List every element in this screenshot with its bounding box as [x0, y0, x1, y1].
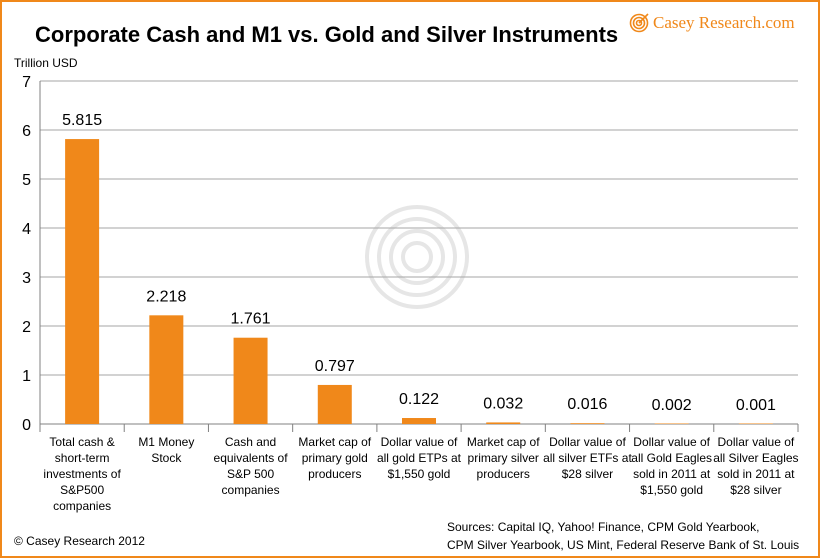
category-label-line: equivalents of — [214, 451, 289, 465]
y-tick-label: 4 — [22, 221, 31, 238]
category-label-line: sold in 2011 at — [633, 467, 711, 481]
sources-line: CPM Silver Yearbook, US Mint, Federal Re… — [447, 538, 800, 552]
category-label: Cash and equivalents of S&P 500 companies — [214, 435, 289, 497]
category-label: Dollar value of all silver ETFs at $28 sil… — [543, 435, 632, 481]
category-label-line: M1 Money — [138, 435, 194, 449]
data-label: 1.761 — [231, 311, 271, 328]
category-label-line: companies — [53, 499, 111, 513]
category-label: Dollar value of all Silver Eagles sold in … — [713, 435, 798, 497]
bar — [149, 315, 184, 424]
data-label: 5.815 — [62, 112, 102, 129]
bar — [486, 422, 521, 424]
y-axis-unit-label: Trillion USD — [14, 56, 78, 70]
category-label-line: short-term — [55, 451, 110, 465]
y-tick-label: 3 — [22, 270, 31, 287]
category-label-line: primary gold — [302, 451, 368, 465]
bar — [233, 337, 268, 424]
data-label: 0.016 — [567, 396, 607, 413]
category-label: Market cap of primary silver producers — [467, 435, 540, 481]
bar — [570, 423, 605, 424]
category-label: Dollar value of all gold ETPs at $1,550 go… — [377, 435, 462, 481]
chart-title: Corporate Cash and M1 vs. Gold and Silve… — [35, 22, 619, 47]
category-label-line: $28 silver — [730, 483, 781, 497]
category-label-line: all Silver Eagles — [713, 451, 798, 465]
y-tick-label: 1 — [22, 368, 31, 385]
category-label-line: all silver ETFs at — [543, 451, 632, 465]
category-label-line: Market cap of — [298, 435, 371, 449]
category-label-line: companies — [222, 483, 280, 497]
data-label: 0.001 — [736, 397, 776, 414]
category-label: Market cap of primary gold producers — [298, 435, 371, 481]
category-label-line: $28 silver — [562, 467, 613, 481]
category-label: Total cash & short-term investments of S&P5… — [43, 435, 121, 513]
data-label: 0.797 — [315, 358, 355, 375]
category-label: M1 Money Stock — [138, 435, 194, 465]
y-tick-label: 5 — [22, 172, 31, 189]
category-label-line: primary silver — [468, 451, 539, 465]
bar — [317, 384, 352, 424]
category-label-line: S&P500 — [60, 483, 104, 497]
category-label-line: Market cap of — [467, 435, 540, 449]
category-label-line: sold in 2011 at — [717, 467, 795, 481]
bar — [402, 418, 436, 424]
data-label: 2.218 — [146, 288, 186, 305]
sources-note: Sources: Capital IQ, Yahoo! Finance, CPM… — [447, 518, 799, 554]
category-label: Dollar value of all Gold Eagles sold in 20… — [631, 435, 712, 497]
bar — [65, 139, 100, 424]
spiral-watermark-icon — [365, 205, 469, 309]
y-tick-label: 2 — [22, 319, 31, 336]
sources-line: Sources: Capital IQ, Yahoo! Finance, CPM… — [447, 520, 760, 534]
category-label-line: producers — [308, 467, 361, 481]
category-label-line: all Gold Eagles — [631, 451, 712, 465]
category-label-line: $1,550 gold — [388, 467, 451, 481]
category-label-line: all gold ETPs at — [377, 451, 462, 465]
data-label: 0.122 — [399, 391, 439, 408]
copyright-text: © Casey Research 2012 — [14, 534, 145, 548]
category-label-line: Dollar value of — [381, 435, 458, 449]
category-label-line: producers — [477, 467, 530, 481]
data-label: 0.032 — [483, 395, 523, 412]
bar — [654, 423, 689, 424]
data-label: 0.002 — [652, 397, 692, 414]
y-tick-label: 6 — [22, 123, 31, 140]
y-tick-label: 0 — [22, 417, 31, 434]
casey-research-logo: Casey Research.com — [629, 10, 795, 36]
category-label-line: Cash and — [225, 435, 276, 449]
category-label-line: Dollar value of — [718, 435, 795, 449]
bar — [738, 423, 773, 424]
y-tick-label: 7 — [22, 74, 31, 91]
category-label-line: $1,550 gold — [640, 483, 703, 497]
category-label-line: Dollar value of — [633, 435, 710, 449]
logo-text: Casey Research.com — [653, 13, 795, 32]
spiral-icon — [629, 13, 649, 33]
category-label-line: Dollar value of — [549, 435, 626, 449]
category-label-line: investments of — [43, 467, 121, 481]
category-label-line: S&P 500 — [227, 467, 274, 481]
category-label-line: Stock — [151, 451, 182, 465]
category-label-line: Total cash & — [49, 435, 114, 449]
